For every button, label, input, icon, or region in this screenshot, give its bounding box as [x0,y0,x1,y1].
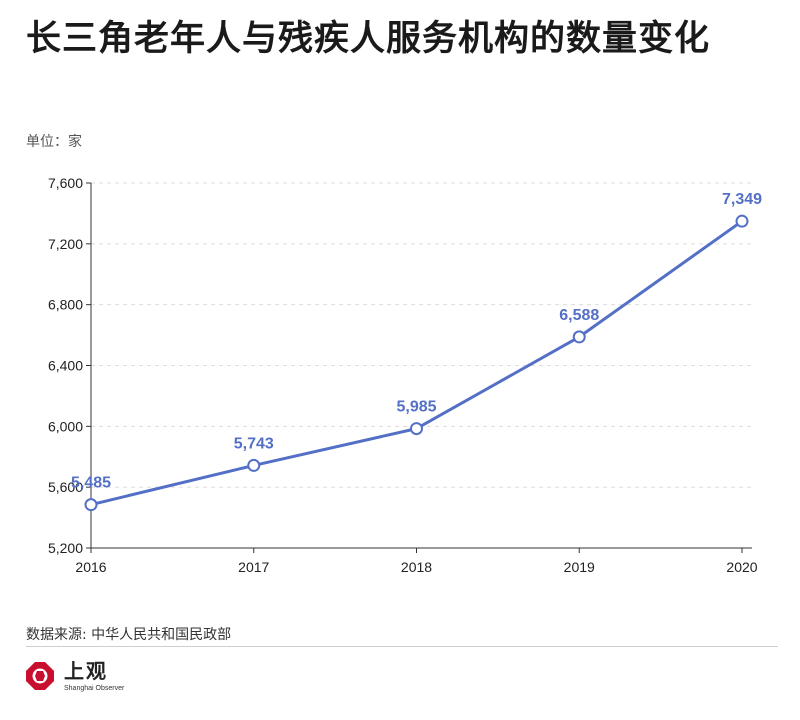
y-tick-label: 5,600 [48,479,83,495]
data-point [247,458,261,472]
brand-subtitle: Shanghai Observer [64,684,125,692]
x-tick-label: 2020 [726,559,757,575]
data-labels: 5,485 5,743 5,985 6,588 7,349 [71,191,762,491]
y-tick-label: 6,400 [48,358,83,374]
unit-label: 单位：家 [26,134,82,150]
data-points [84,214,749,512]
y-tick-label: 6,000 [48,418,83,434]
y-tick-label: 7,600 [48,175,83,191]
series-polyline [89,219,744,507]
x-tick-label: 2018 [401,559,432,575]
footer-divider [26,646,778,647]
y-tick-label: 7,200 [48,236,83,252]
brand-name: 上观 [64,658,108,683]
shanghai-observer-logo-icon [26,662,54,690]
y-tick-label: 6,800 [48,297,83,313]
data-label: 5,985 [396,399,436,416]
data-point [572,330,586,344]
data-point [410,422,423,436]
chart-title: 长三角老年人与残疾人服务机构的数量变化 [26,19,711,59]
gridlines [91,182,752,488]
data-point [84,498,98,512]
data-point [735,214,749,228]
data-label: 5,743 [234,435,274,452]
brand-logo: 上观 Shanghai Observer [24,660,124,692]
data-label: 5,485 [71,475,111,492]
x-tick-label: 2017 [238,559,269,575]
data-label: 7,349 [722,191,762,208]
series-line [89,219,744,507]
x-tick-label: 2016 [75,559,106,575]
data-label: 6,588 [559,307,599,324]
x-tick-label: 2019 [564,559,595,575]
data-source: 数据来源: 中华人民共和国民政部 [26,627,232,643]
line-chart: 5,200 5,600 6,000 6,400 6,800 7,200 7,600 2016 2… [48,175,762,575]
axes: 5,200 5,600 6,000 6,400 6,800 7,200 7,600 2016 2… [48,175,758,575]
y-tick-label: 5,200 [48,540,83,556]
